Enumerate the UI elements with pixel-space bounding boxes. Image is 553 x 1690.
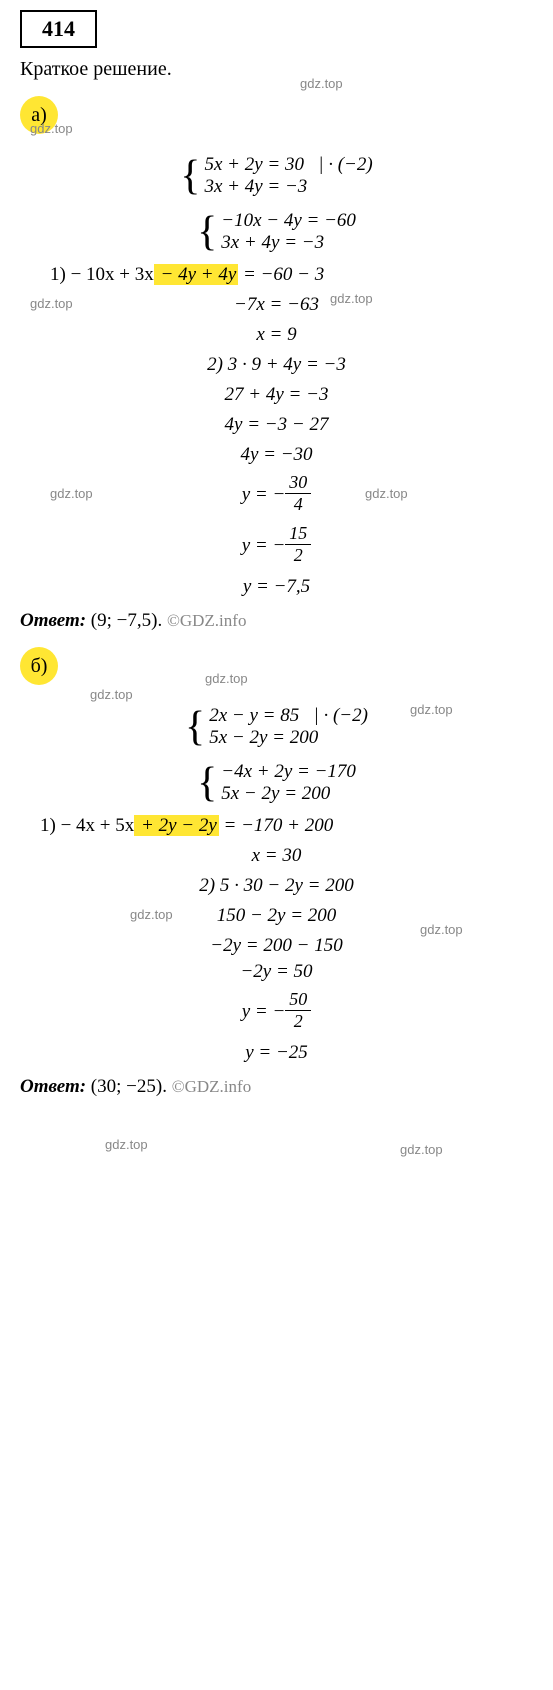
step-line: 4y = −30 [20,444,533,466]
step-line: y = −152 [20,525,533,568]
watermark: gdz.top [30,121,73,136]
step-line: 2) 5 · 30 − 2y = 200 [20,875,533,897]
step-line: 2) 3 · 9 + 4y = −3 [20,354,533,376]
step-line: y = −502 [20,991,533,1034]
eq: 3x + 4y = −3 [221,232,356,254]
eq: 5x + 2y = 30 [204,154,304,175]
step-line: x = 30 [20,845,533,867]
answer-b: Ответ: (30; −25). ©GDZ.info [20,1076,533,1098]
eq: 5x − 2y = 200 [221,783,356,805]
copyright: ©GDZ.info [172,1077,252,1096]
step-line: 150 − 2y = 200 [20,905,533,927]
system-1: { 5x + 2y = 30 | · (−2) 3x + 4y = −3 [20,152,533,200]
step-line: −2y = 200 − 150 [20,935,533,957]
copyright: ©GDZ.info [167,611,247,630]
eq: 2x − y = 85 [209,705,299,726]
highlight: + 2y − 2y [134,815,219,836]
step-line: x = 9 [20,324,533,346]
watermark: gdz.top [105,1137,148,1152]
eq: −4x + 2y = −170 [221,761,356,783]
part-b: б) gdz.top gdz.top { 2x − y = 85 | · (−2… [20,647,533,1098]
eq-suffix: | · (−2) [318,154,372,175]
eq: −10x − 4y = −60 [221,210,356,232]
watermark: gdz.top [300,76,343,91]
step-line: y = −304 [20,474,533,517]
watermark: gdz.top [90,687,133,702]
system-2: { −10x − 4y = −60 3x + 4y = −3 [20,208,533,256]
step-line: y = −7,5 [20,576,533,598]
system-2-b: { −4x + 2y = −170 5x − 2y = 200 [20,759,533,807]
part-b-badge: б) [20,647,58,685]
eq: 5x − 2y = 200 [209,727,368,749]
problem-number: 414 [20,10,97,48]
step-line: −2y = 50 [20,961,533,983]
step-line: 27 + 4y = −3 [20,384,533,406]
step-line: 1) − 4x + 5x + 2y − 2y = −170 + 200 [20,815,533,837]
solution-title: Краткое решение. [20,58,533,81]
part-a: а) gdz.top gdz.top { 5x + 2y = 30 | · (−… [20,96,533,632]
step-line: −7x = −63 [20,294,533,316]
system-1-b: { 2x − y = 85 | · (−2) 5x − 2y = 200 [20,703,533,751]
eq-suffix: | · (−2) [313,705,367,726]
highlight: − 4y + 4y [154,264,239,285]
step-line: 4y = −3 − 27 [20,414,533,436]
answer-a: Ответ: (9; −7,5). ©GDZ.info [20,610,533,632]
step-line: y = −25 [20,1042,533,1064]
eq: 3x + 4y = −3 [204,176,372,198]
step-line: 1) − 10x + 3x − 4y + 4y = −60 − 3 [20,264,533,286]
watermark: gdz.top [400,1142,443,1157]
watermark: gdz.top [410,702,453,717]
